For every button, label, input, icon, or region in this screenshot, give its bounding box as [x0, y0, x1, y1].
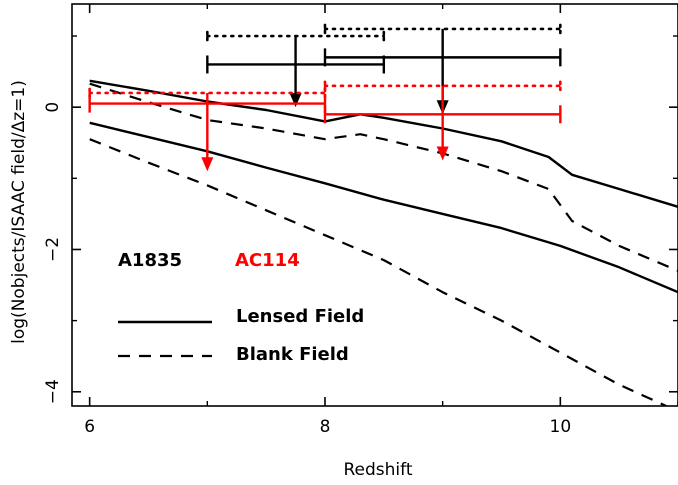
ticks-layer: 6 8 10 0 −2 −4 — [43, 4, 678, 437]
x-tick-label-6: 6 — [84, 417, 95, 437]
x-tick-label-8: 8 — [320, 417, 331, 437]
legend-label-blank: Blank Field — [236, 344, 349, 365]
annotation-ac114: AC114 — [235, 250, 300, 271]
legend-label-lensed: Lensed Field — [236, 306, 364, 327]
plot-frame — [71, 3, 678, 407]
annotation-a1835: A1835 — [118, 250, 182, 271]
y-axis-label: log(Nobjects/ISAAC field/Δz=1) — [9, 80, 29, 344]
y-tick-label-1: −2 — [43, 237, 63, 262]
series-line-ac114-blank — [89, 138, 667, 406]
x-tick-label-10: 10 — [550, 417, 572, 437]
series-line-a1835-blank — [89, 82, 678, 272]
limit-ac114-2-arrow-head — [201, 157, 214, 172]
x-axis-label: Redshift — [343, 460, 412, 480]
curves-layer — [89, 79, 678, 406]
upper-limits-layer — [88, 23, 562, 172]
limit-a1835-0-arrow-head — [289, 93, 302, 108]
y-tick-label-0: 0 — [43, 102, 63, 113]
limit-ac114-3-arrow-head — [436, 146, 449, 161]
y-tick-label-2: −4 — [43, 379, 63, 404]
series-line-ac114-lensed — [89, 121, 678, 294]
